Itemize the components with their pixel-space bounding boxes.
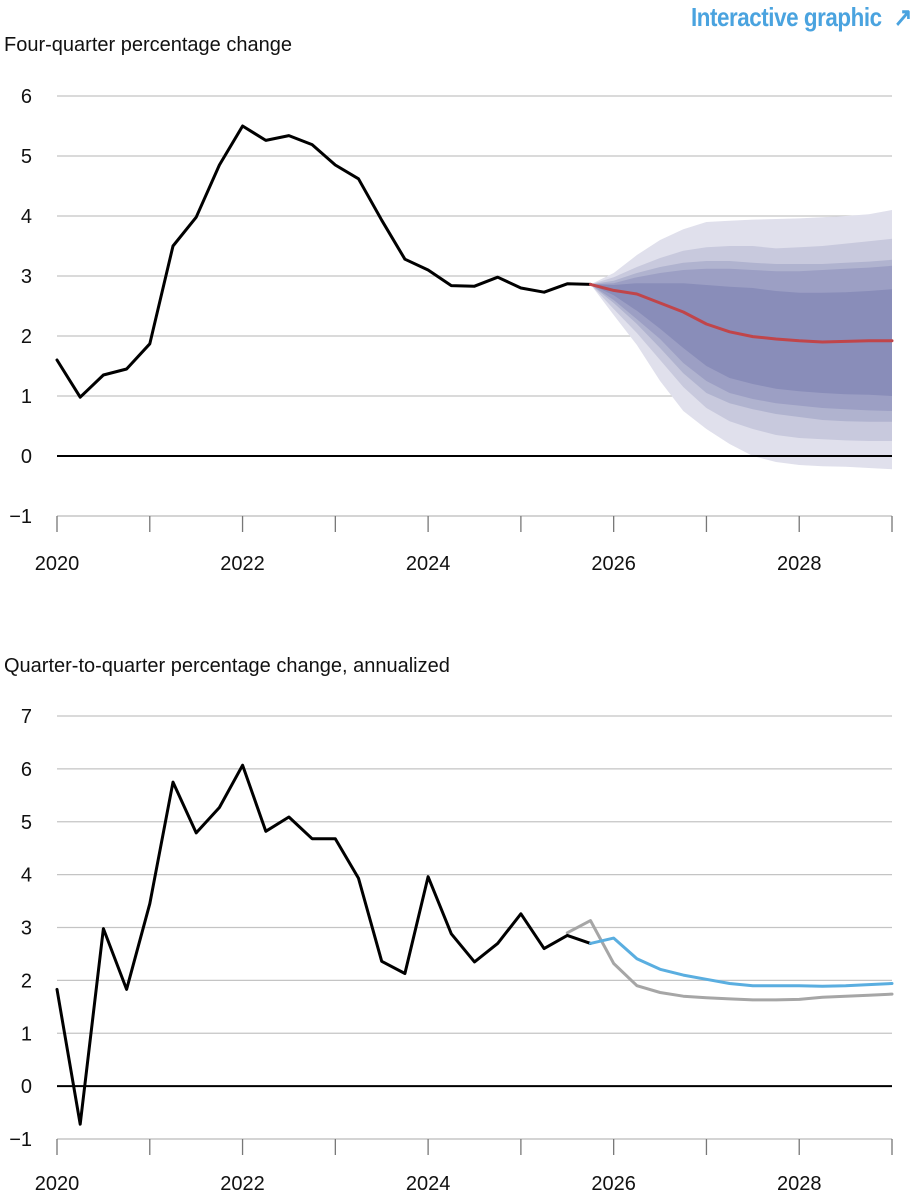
chart-2-ytick-label: −1 — [9, 1129, 32, 1151]
chart-1-ytick-label: 1 — [21, 386, 32, 408]
chart-2-actual-line — [55, 763, 592, 1126]
interactive-graphic-link[interactable]: Interactive graphic ↗ — [691, 2, 912, 33]
chart-2-ytick-label: 2 — [21, 970, 32, 992]
chart-1-forecast-line — [589, 282, 894, 344]
chart-2-xtick-label: 2022 — [220, 1173, 265, 1195]
chart-2-xtick-label: 2024 — [406, 1173, 451, 1195]
chart-1-ytick-label: 0 — [21, 446, 32, 468]
chart-1-xtick-label: 2020 — [35, 553, 80, 575]
interactive-graphic-label: Interactive graphic — [690, 2, 882, 32]
chart-1-ytick-label: 5 — [21, 146, 32, 168]
chart-1-xtick-label: 2028 — [777, 553, 822, 575]
chart-1-ytick-label: 2 — [21, 326, 32, 348]
chart-2-ytick-label: 4 — [21, 865, 32, 887]
chart-2-ytick-label: 6 — [21, 759, 32, 781]
chart-1-actual-line — [55, 124, 592, 399]
chart-1-ytick-label: 6 — [21, 86, 32, 108]
chart-2-ytick-label: 7 — [21, 706, 32, 728]
chart-2-ytick-label: 0 — [21, 1076, 32, 1098]
arrow-up-right-icon: ↗ — [893, 2, 913, 32]
chart-2-title: Quarter-to-quarter percentage change, an… — [4, 655, 450, 677]
chart-1-xtick-label: 2024 — [406, 553, 451, 575]
chart-2-ytick-label: 3 — [21, 918, 32, 940]
chart-2-xtick-label: 2028 — [777, 1173, 822, 1195]
chart-2-xtick-label: 2026 — [591, 1173, 636, 1195]
chart-1-ytick-label: −1 — [9, 506, 32, 528]
chart-2-xtick-label: 2020 — [35, 1173, 80, 1195]
chart-1-uncertainty-band — [590, 283, 892, 396]
chart-1-title: Four-quarter percentage change — [4, 34, 292, 56]
chart-1-ytick-label: 4 — [21, 206, 32, 228]
chart-2-ytick-label: 5 — [21, 812, 32, 834]
chart-2-ytick-label: 1 — [21, 1023, 32, 1045]
chart-1-ytick-label: 3 — [21, 266, 32, 288]
chart-1-xtick-label: 2022 — [220, 553, 265, 575]
chart-2-prior-forecast-line — [565, 919, 894, 1002]
chart-2-forecast-line — [589, 936, 894, 988]
chart-1-xtick-label: 2026 — [591, 553, 636, 575]
